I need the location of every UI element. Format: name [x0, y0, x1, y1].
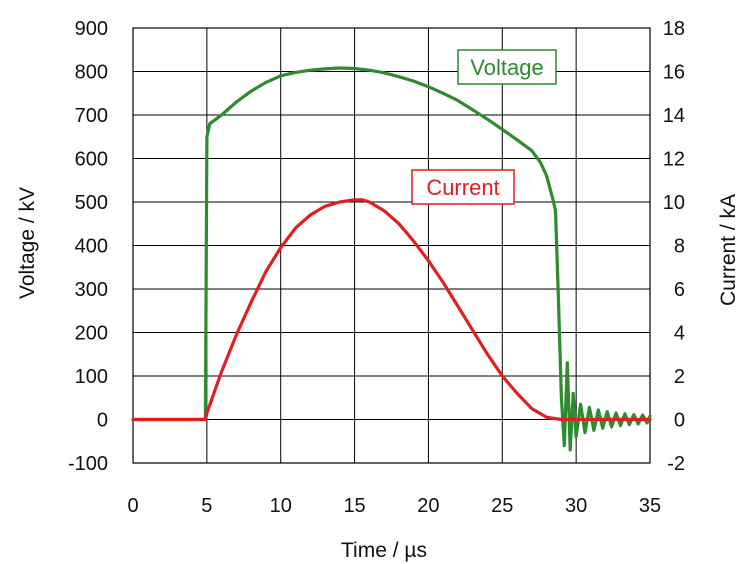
y-tick-label-right: 12 — [663, 149, 685, 171]
series-line-voltage — [133, 68, 650, 450]
y-tick-label-left: 700 — [75, 105, 108, 127]
x-tick-label: 10 — [270, 495, 292, 517]
y-tick-label-right: 8 — [674, 236, 685, 258]
y-tick-label-right: 0 — [674, 410, 685, 432]
y-tick-label-left: 500 — [75, 192, 108, 214]
y-tick-label-left: 900 — [75, 18, 108, 40]
y-axis-title-left: Voltage / kV — [16, 187, 39, 299]
y-tick-label-left: 300 — [75, 279, 108, 301]
x-tick-label: 35 — [639, 495, 661, 517]
x-tick-label: 25 — [491, 495, 513, 517]
y-tick-label-left: 200 — [75, 323, 108, 345]
y-tick-label-right: 6 — [674, 279, 685, 301]
legend-voltage: Voltage — [458, 50, 556, 84]
y-tick-label-left: 600 — [75, 149, 108, 171]
y-tick-label-left: -100 — [68, 453, 108, 475]
y-tick-label-right: 16 — [663, 62, 685, 84]
y-tick-label-left: 400 — [75, 236, 108, 258]
x-tick-label: 30 — [565, 495, 587, 517]
y-tick-label-right: 10 — [663, 192, 685, 214]
y-tick-label-right: 2 — [674, 366, 685, 388]
y-tick-label-right: 18 — [663, 18, 685, 40]
y-axis-title-right: Current / kA — [717, 194, 739, 306]
y-tick-label-left: 800 — [75, 62, 108, 84]
y-tick-label-left: 0 — [97, 410, 108, 432]
x-axis-title: Time / µs — [341, 539, 427, 562]
x-tick-label: 20 — [417, 495, 439, 517]
y-tick-label-right: 4 — [674, 323, 685, 345]
y-tick-label-left: 100 — [75, 366, 108, 388]
x-tick-label: 0 — [127, 495, 138, 517]
tick-labels: 0 5 10 15 20 25 30 35-1000100200300400500600700… — [68, 18, 685, 517]
x-tick-label: 5 — [201, 495, 212, 517]
series-lines — [133, 68, 650, 450]
legend-current-label: Current — [426, 175, 499, 200]
x-tick-label: 15 — [343, 495, 365, 517]
legend-voltage-label: Voltage — [470, 55, 543, 80]
y-tick-label-right: 14 — [663, 105, 685, 127]
legend-current: Current — [412, 170, 514, 204]
series-line-current — [133, 200, 650, 420]
y-tick-label-right: -2 — [667, 453, 685, 475]
